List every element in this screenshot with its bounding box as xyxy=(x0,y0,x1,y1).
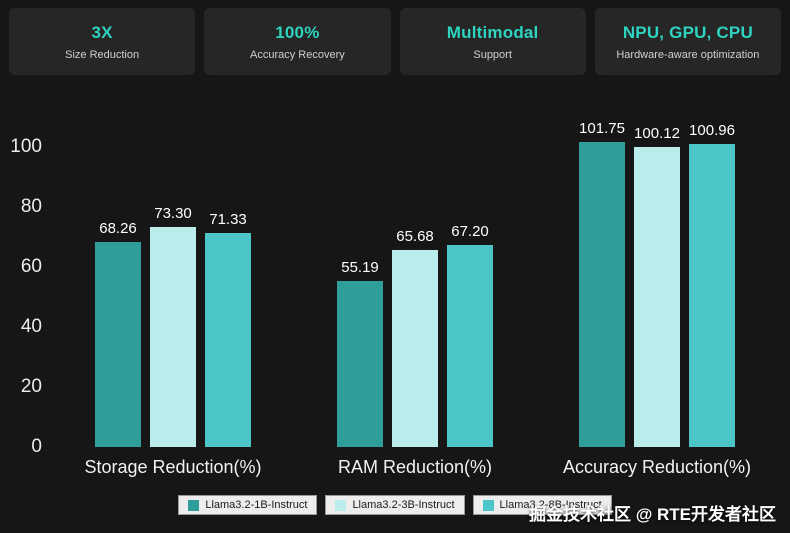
category-label: Storage Reduction(%) xyxy=(84,457,262,477)
stat-card-accuracy-recovery: 100% Accuracy Recovery xyxy=(204,8,391,75)
bar xyxy=(95,242,141,447)
bar-value-label: 65.68 xyxy=(396,227,434,245)
legend-item[interactable]: Llama3.2-8B-Instruct xyxy=(472,495,612,515)
stat-label: Support xyxy=(473,48,512,61)
bar xyxy=(150,227,196,447)
bar-value-label: 100.12 xyxy=(634,124,680,142)
bar-wrap: 55.19 xyxy=(337,259,383,447)
bar xyxy=(579,141,625,447)
stat-label: Size Reduction xyxy=(65,48,140,61)
bar-chart: 0 20 40 60 80 100 68.26 73.30 71.33 Storage Redu… xyxy=(0,117,790,477)
bar-wrap: 100.12 xyxy=(634,125,680,447)
bar-wrap: 73.30 xyxy=(150,205,196,447)
bar-value-label: 68.26 xyxy=(99,220,137,238)
stat-label: Accuracy Recovery xyxy=(249,48,345,61)
bar-wrap: 67.20 xyxy=(447,223,493,447)
bar-value-label: 100.96 xyxy=(689,122,735,140)
y-axis-tick-label: 0 xyxy=(31,436,42,457)
stat-value: NPU, GPU, CPU xyxy=(622,22,753,42)
bar xyxy=(205,233,251,447)
bar xyxy=(689,144,735,447)
bar-value-label: 55.19 xyxy=(341,259,379,277)
bar-wrap: 68.26 xyxy=(95,220,141,447)
bar-cluster: 68.26 73.30 71.33 xyxy=(95,205,251,447)
bar xyxy=(447,245,493,447)
bar-value-label: 73.30 xyxy=(154,205,192,223)
watermark: 掘金技术社区 @ RTE开发者社区 xyxy=(528,505,776,524)
category-label: Accuracy Reduction(%) xyxy=(562,457,752,477)
legend-label: Llama3.2-1B-Instruct xyxy=(205,499,308,511)
bar-group: 68.26 73.30 71.33 Storage Reduction(%) xyxy=(84,117,261,477)
legend-label: Llama3.2-3B-Instruct xyxy=(352,499,455,511)
bar-wrap: 71.33 xyxy=(205,211,251,447)
bar-wrap: 100.96 xyxy=(689,122,735,447)
stat-value: 3X xyxy=(91,22,113,42)
y-axis-tick-label: 100 xyxy=(10,136,42,157)
legend-item[interactable]: Llama3.2-3B-Instruct xyxy=(325,495,465,515)
bar xyxy=(634,146,680,447)
legend-item[interactable]: Llama3.2-1B-Instruct xyxy=(178,495,318,515)
stats-row: 3X Size Reduction 100% Accuracy Recovery… xyxy=(0,0,790,75)
legend-label: Llama3.2-8B-Instruct xyxy=(499,499,602,511)
stat-card-size-reduction: 3X Size Reduction xyxy=(9,8,196,75)
y-axis-tick-label: 20 xyxy=(20,376,42,397)
bar-wrap: 101.75 xyxy=(579,120,625,447)
y-axis: 0 20 40 60 80 100 xyxy=(0,117,52,457)
legend-swatch-icon xyxy=(482,499,494,511)
stat-card-multimodal: Multimodal Support xyxy=(399,8,586,75)
stat-value: Multimodal xyxy=(446,22,539,42)
y-axis-tick-label: 60 xyxy=(20,256,42,277)
legend: Llama3.2-1B-Instruct Llama3.2-3B-Instruct… xyxy=(0,495,790,515)
stat-value: 100% xyxy=(275,22,320,42)
bar-cluster: 55.19 65.68 67.20 xyxy=(337,223,493,447)
bar-cluster: 101.75 100.12 100.96 xyxy=(579,120,735,447)
legend-swatch-icon xyxy=(188,499,200,511)
stat-label: Hardware-aware optimization xyxy=(616,48,760,61)
bar-value-label: 71.33 xyxy=(209,211,247,229)
bar-wrap: 65.68 xyxy=(392,228,438,447)
category-label: RAM Reduction(%) xyxy=(337,457,493,477)
bar xyxy=(337,281,383,447)
bar-value-label: 67.20 xyxy=(451,223,489,241)
bar-value-label: 101.75 xyxy=(579,119,625,137)
stat-card-hardware: NPU, GPU, CPU Hardware-aware optimizatio… xyxy=(594,8,781,75)
bar xyxy=(392,249,438,447)
legend-swatch-icon xyxy=(335,499,347,511)
bar-group: 101.75 100.12 100.96 Accuracy Reduction(%) xyxy=(563,117,751,477)
y-axis-tick-label: 80 xyxy=(20,196,42,217)
y-axis-tick-label: 40 xyxy=(20,316,42,337)
plot-area: 68.26 73.30 71.33 Storage Reduction(%) 55.19… xyxy=(52,117,778,477)
bar-group: 55.19 65.68 67.20 RAM Reduction(%) xyxy=(337,117,493,477)
